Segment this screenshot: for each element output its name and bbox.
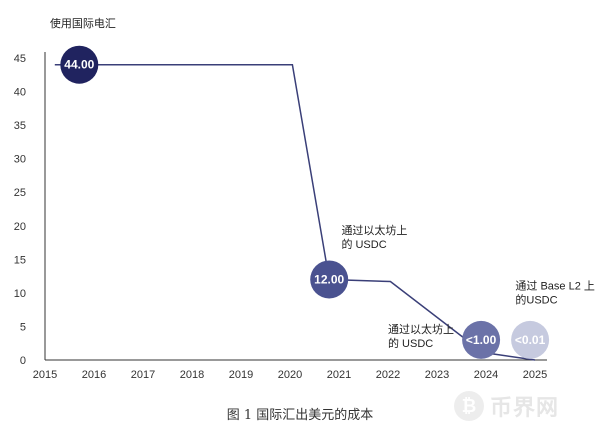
annotation-line: 通过以太坊上 — [388, 322, 454, 336]
annotation-line: 使用国际电汇 — [50, 17, 116, 30]
value-bubble: <1.00 — [462, 320, 501, 359]
x-tick-label: 2017 — [131, 369, 155, 381]
y-tick-label: 20 — [14, 221, 26, 233]
axes — [44, 52, 547, 361]
value-bubble: 12.00 — [310, 260, 349, 299]
x-tick-label: 2019 — [229, 369, 253, 381]
annotation-text: 通过以太坊上的 USDC — [388, 322, 454, 350]
x-tick-label: 2021 — [327, 369, 351, 381]
annotation-text: 通过 Base L2 上的USDC — [515, 280, 594, 307]
annotation-line: 的 USDC — [341, 237, 386, 251]
annotation-text: 使用国际电汇 — [50, 17, 116, 30]
annotation-text: 通过以太坊上的 USDC — [341, 223, 407, 251]
value-bubble: <0.01 — [511, 320, 550, 359]
bubble-circle — [310, 260, 349, 299]
y-tick-label: 35 — [14, 120, 26, 132]
y-tick-label: 5 — [20, 321, 26, 333]
bubble-circle — [511, 320, 550, 359]
bitcoin-icon: ₿ — [454, 391, 484, 421]
y-tick-label: 45 — [14, 53, 26, 65]
y-tick-label: 25 — [14, 187, 26, 199]
x-tick-label: 2022 — [376, 369, 400, 381]
y-tick-label: 40 — [14, 87, 26, 99]
cost-line — [54, 63, 536, 361]
bubble-circle — [60, 45, 99, 84]
x-tick-label: 2015 — [33, 369, 57, 381]
figure-caption: 图 1 国际汇出美元的成本 — [226, 408, 374, 423]
annotation-line: 的 USDC — [388, 336, 433, 350]
watermark: ₿ 币界网 — [454, 386, 594, 426]
y-tick-label: 0 — [20, 355, 26, 367]
x-tick-label: 2024 — [474, 369, 498, 381]
x-tick-label: 2018 — [180, 369, 204, 381]
x-tick-label: 2025 — [523, 369, 547, 381]
bubble-label: 44.00 — [64, 58, 94, 72]
watermark-text: 币界网 — [490, 395, 560, 420]
annotation-line: 的USDC — [515, 293, 557, 307]
value-bubble: 44.00 — [60, 45, 99, 84]
bubble-label: <1.00 — [466, 333, 497, 347]
y-tick-label: 15 — [14, 254, 26, 266]
annotation-line: 通过以太坊上 — [341, 223, 407, 237]
x-tick-label: 2023 — [425, 369, 449, 381]
bubble-label: <0.01 — [515, 333, 546, 347]
bubble-circle — [462, 320, 501, 359]
cost-series — [54, 63, 536, 361]
bubble-label: 12.00 — [314, 272, 344, 286]
annotation-line: 通过 Base L2 上 — [515, 280, 594, 293]
x-tick-label: 2016 — [82, 369, 106, 381]
y-tick-label: 30 — [14, 154, 26, 166]
value-bubbles: 44.00 12.00 <1.00 <0.01 — [60, 45, 550, 359]
y-tick-label: 10 — [14, 288, 26, 300]
x-tick-label: 2020 — [278, 369, 302, 381]
